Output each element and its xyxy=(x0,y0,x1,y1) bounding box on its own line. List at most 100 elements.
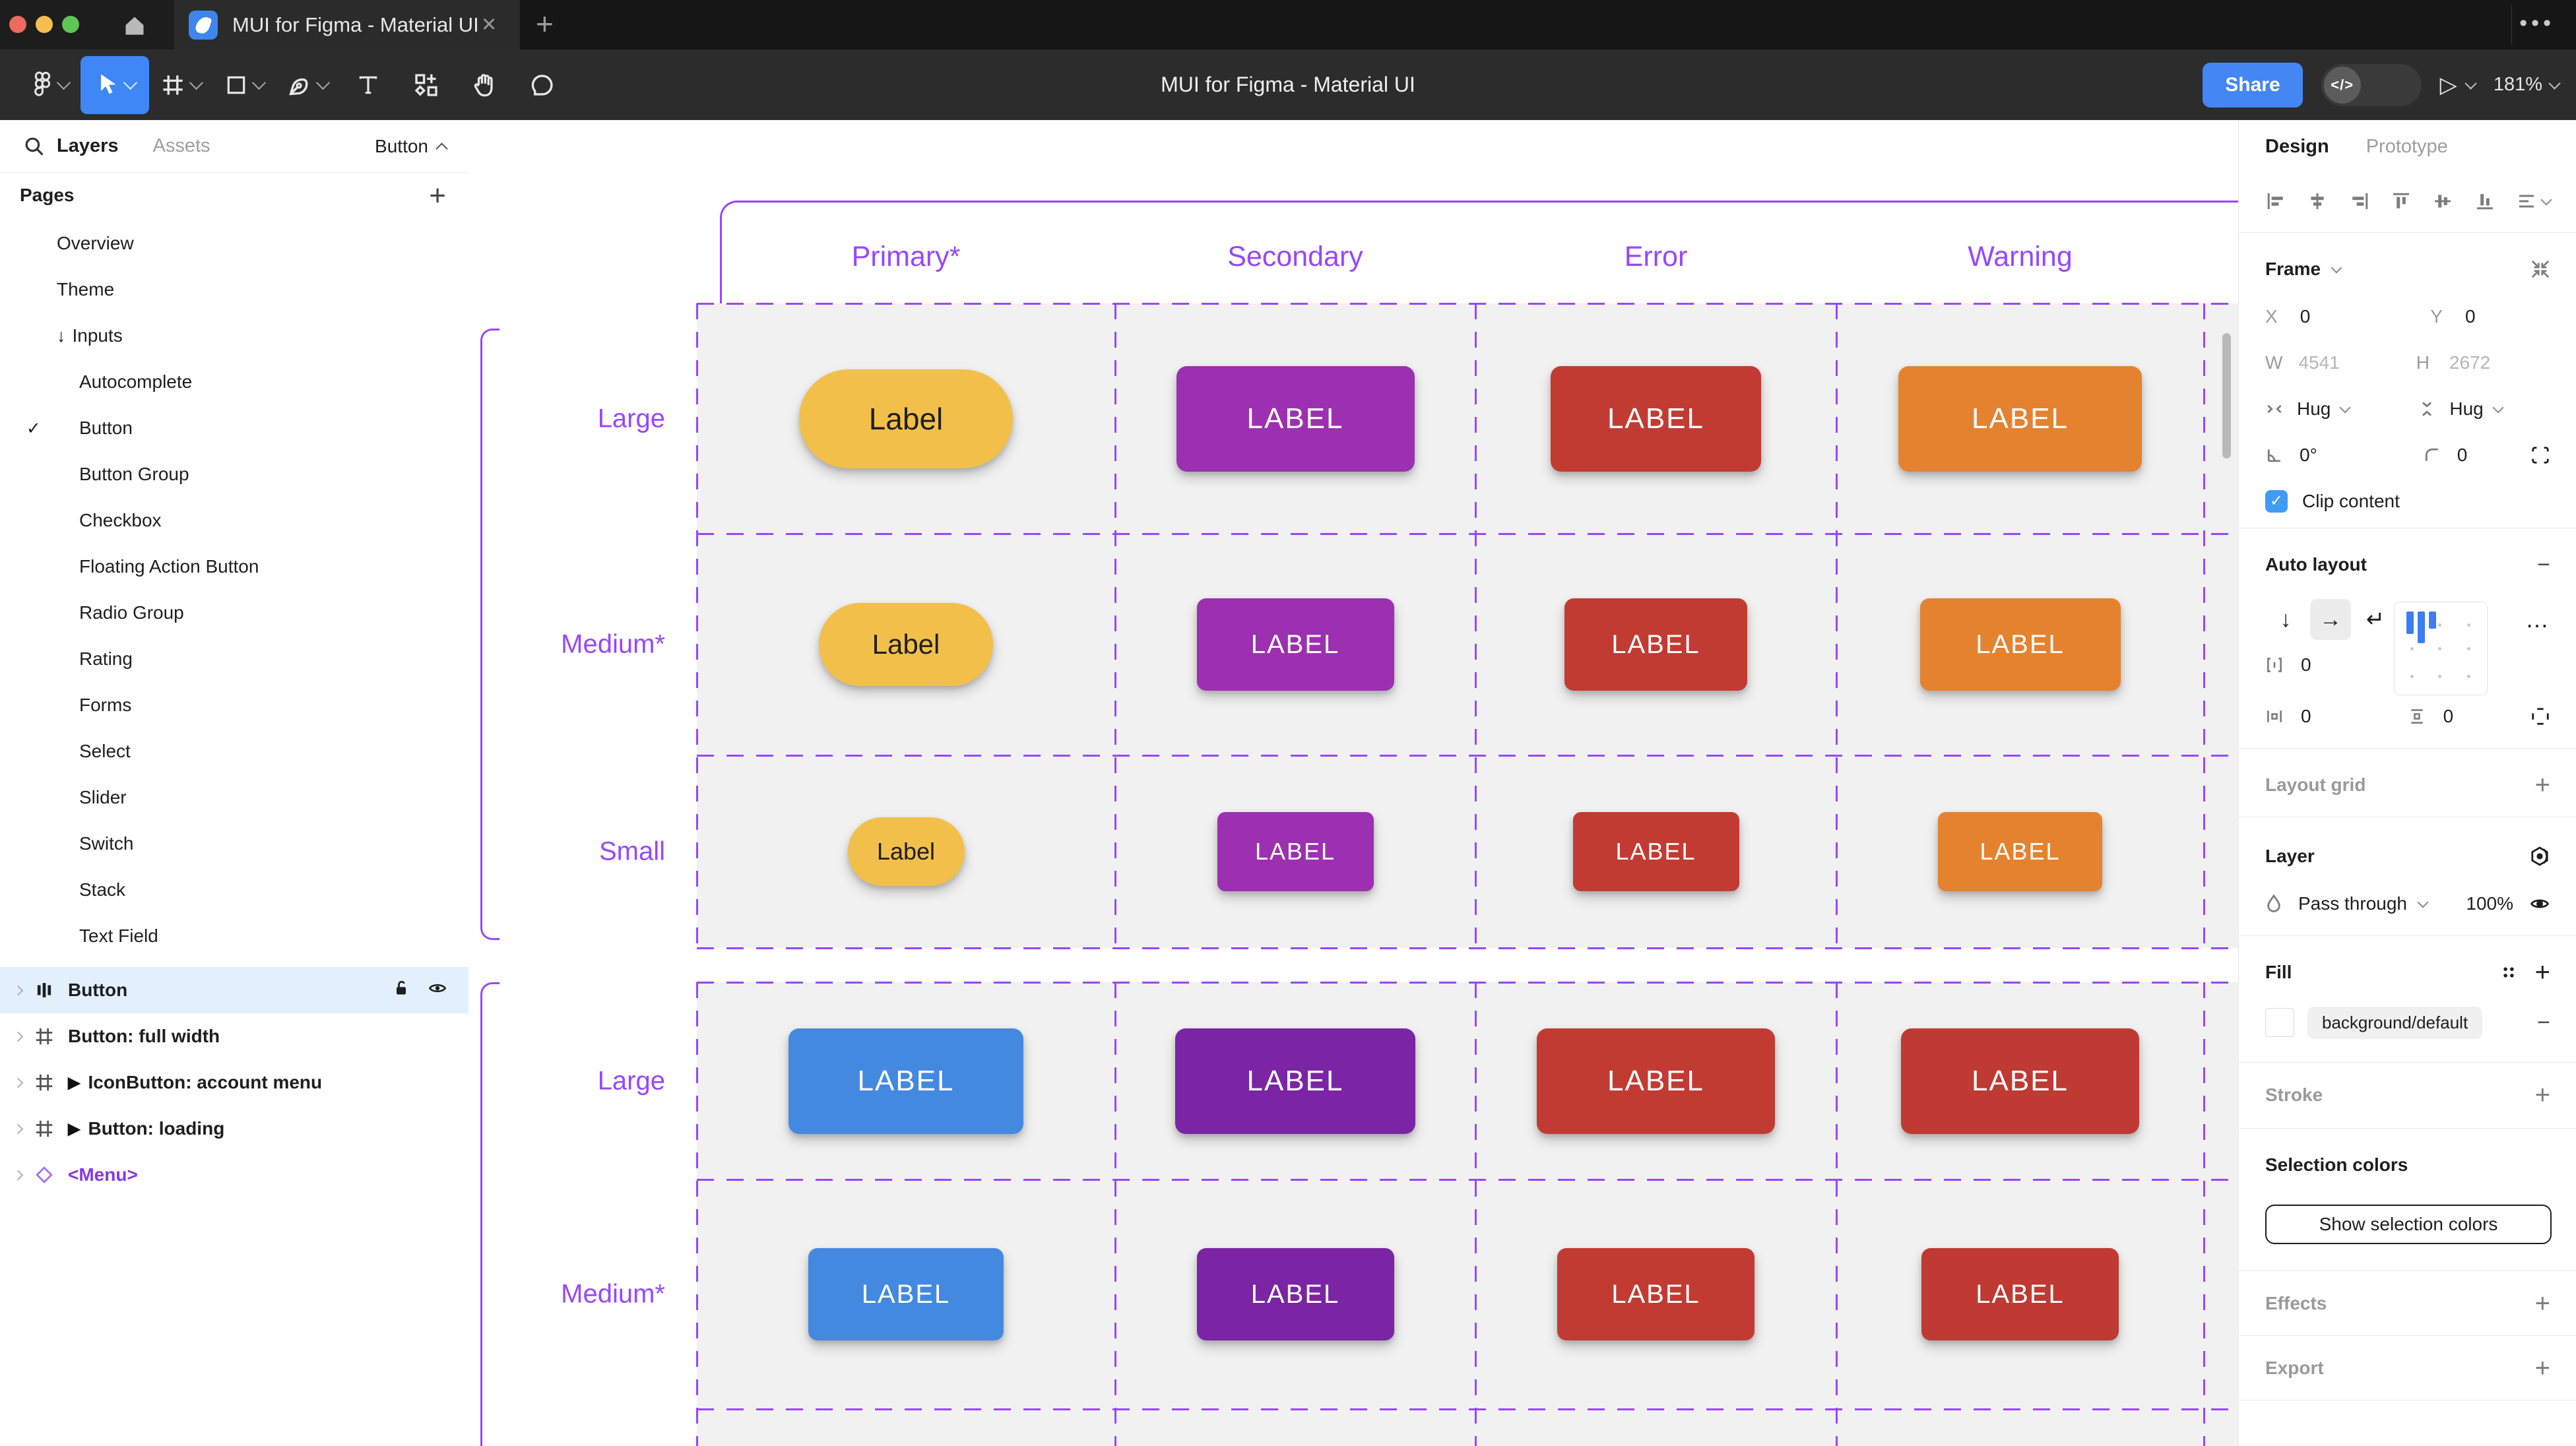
shrink-frame-icon[interactable] xyxy=(2530,259,2550,279)
chevron-right-icon[interactable] xyxy=(13,1031,24,1042)
styles-icon[interactable] xyxy=(2500,964,2517,981)
chevron-right-icon[interactable] xyxy=(13,1123,24,1134)
mui-button-large-secondary[interactable]: LABEL xyxy=(1175,1028,1415,1134)
tab-close-icon[interactable]: × xyxy=(482,11,497,38)
sidebar-page-select[interactable]: Select xyxy=(0,728,468,774)
search-icon[interactable] xyxy=(24,136,45,157)
mui-button-large-warning[interactable]: LABEL xyxy=(1898,365,2142,472)
traffic-light-maximize[interactable] xyxy=(62,16,79,33)
sidebar-page-floating-action-button[interactable]: Floating Action Button xyxy=(0,544,468,590)
h-value[interactable]: 2672 xyxy=(2449,352,2491,373)
present-control[interactable]: ▷ xyxy=(2440,72,2477,98)
mui-button-small-secondary[interactable]: LABEL xyxy=(1217,812,1374,891)
sidebar-page-button[interactable]: ✓ Button xyxy=(0,405,468,451)
layer-row-button-full-width[interactable]: Button: full width xyxy=(0,1013,468,1059)
horizontal-padding-value[interactable]: 0 xyxy=(2301,706,2311,726)
sidebar-page-checkbox[interactable]: Checkbox xyxy=(0,497,468,544)
mui-button-medium-primary[interactable]: Label xyxy=(819,603,993,686)
auto-layout-more-icon[interactable]: … xyxy=(2525,606,2550,633)
add-fill-icon[interactable]: + xyxy=(2534,957,2550,987)
window-more-icon[interactable]: ••• xyxy=(2519,11,2555,36)
sidebar-page-forms[interactable]: Forms xyxy=(0,682,468,728)
page-selector[interactable]: Button xyxy=(375,120,448,172)
sidebar-page-rating[interactable]: Rating xyxy=(0,636,468,682)
mui-button-medium-secondary[interactable]: LABEL xyxy=(1196,598,1394,691)
sidebar-page-theme[interactable]: Theme xyxy=(0,267,468,313)
mui-button-large-warning[interactable]: LABEL xyxy=(1901,1028,2139,1134)
tab-assets[interactable]: Assets xyxy=(152,135,210,156)
add-stroke-icon[interactable]: + xyxy=(2534,1080,2550,1110)
distribute-icon[interactable] xyxy=(2516,191,2552,212)
mui-button-small-primary[interactable]: Label xyxy=(847,817,965,886)
eye-icon[interactable] xyxy=(428,978,447,1003)
mui-button-medium-error[interactable]: LABEL xyxy=(1557,1248,1755,1340)
text-tool[interactable] xyxy=(339,56,397,114)
frame-tool[interactable] xyxy=(149,56,212,114)
tab-layers[interactable]: Layers xyxy=(57,135,119,156)
fill-token-chip[interactable]: background/default xyxy=(2307,1006,2483,1039)
mui-button-small-error[interactable]: LABEL xyxy=(1572,812,1739,891)
new-tab-icon[interactable]: + xyxy=(536,7,554,41)
layer-row-button[interactable]: Button xyxy=(0,967,468,1013)
pen-tool[interactable] xyxy=(276,56,339,114)
comment-tool[interactable] xyxy=(513,56,571,114)
components-tool[interactable] xyxy=(397,56,455,114)
mui-button-small-warning[interactable]: LABEL xyxy=(1938,812,2102,891)
file-tab[interactable]: MUI for Figma - Material UI xyxy=(174,0,520,49)
independent-corners-icon[interactable] xyxy=(2530,445,2550,465)
fill-color-swatch[interactable] xyxy=(2265,1008,2294,1037)
blend-mode-icon[interactable] xyxy=(2529,846,2550,867)
add-effect-icon[interactable]: + xyxy=(2534,1288,2550,1318)
w-value[interactable]: 4541 xyxy=(2298,352,2340,373)
show-selection-colors-button[interactable]: Show selection colors xyxy=(2265,1205,2552,1244)
mui-button-large-primary[interactable]: Label xyxy=(799,369,1013,468)
traffic-light-minimize[interactable] xyxy=(36,16,53,33)
mui-button-large-error[interactable]: LABEL xyxy=(1537,1028,1775,1134)
vertical-padding-value[interactable]: 0 xyxy=(2443,706,2454,726)
shape-tool[interactable] xyxy=(212,56,276,114)
home-icon[interactable] xyxy=(123,14,146,36)
dev-mode-toggle[interactable]: </> xyxy=(2321,63,2422,106)
zoom-control[interactable]: 181% xyxy=(2494,74,2561,96)
layer-row-iconbutton-account-menu[interactable]: ▶ IconButton: account menu xyxy=(0,1059,468,1106)
hand-tool[interactable] xyxy=(455,56,513,114)
chevron-down-icon[interactable] xyxy=(2331,262,2342,274)
layer-row--menu-[interactable]: <Menu> xyxy=(0,1152,468,1198)
eye-icon[interactable] xyxy=(2529,893,2550,914)
sidebar-page-radio-group[interactable]: Radio Group xyxy=(0,590,468,636)
align-right-icon[interactable] xyxy=(2349,191,2370,212)
mui-button-medium-primary[interactable]: LABEL xyxy=(808,1248,1004,1340)
tab-design[interactable]: Design xyxy=(2265,136,2329,157)
mui-button-medium-error[interactable]: LABEL xyxy=(1564,598,1747,691)
tab-prototype[interactable]: Prototype xyxy=(2366,136,2448,157)
chevron-right-icon[interactable] xyxy=(13,1170,24,1180)
mui-button-medium-secondary[interactable]: LABEL xyxy=(1196,1248,1394,1340)
clip-content-checkbox[interactable]: ✓ xyxy=(2265,490,2288,513)
traffic-light-close[interactable] xyxy=(9,16,26,33)
alignment-widget[interactable] xyxy=(2394,602,2488,695)
sidebar-page-slider[interactable]: Slider xyxy=(0,774,468,821)
layout-right-icon[interactable]: → xyxy=(2310,599,2351,640)
radius-value[interactable]: 0 xyxy=(2457,445,2468,465)
align-top-icon[interactable] xyxy=(2391,191,2412,212)
layout-wrap-icon[interactable]: ↵ xyxy=(2366,607,2385,632)
sidebar-page-autocomplete[interactable]: Autocomplete xyxy=(0,359,468,405)
add-layout-grid-icon[interactable]: + xyxy=(2534,770,2550,800)
canvas-scrollbar-thumb[interactable] xyxy=(2222,333,2231,458)
sidebar-page-text-field[interactable]: Text Field xyxy=(0,913,468,959)
add-export-icon[interactable]: + xyxy=(2534,1353,2550,1383)
canvas[interactable]: Primary* Secondary Error Warning Large Label L… xyxy=(468,120,2238,1446)
sidebar-page-switch[interactable]: Switch xyxy=(0,821,468,867)
mui-button-medium-warning[interactable]: LABEL xyxy=(1919,598,2121,691)
chevron-right-icon[interactable] xyxy=(13,1077,24,1088)
hug-v-value[interactable]: Hug xyxy=(2449,398,2484,419)
move-tool[interactable] xyxy=(80,55,149,114)
mui-button-large-error[interactable]: LABEL xyxy=(1551,365,1761,472)
gap-value[interactable]: 0 xyxy=(2301,654,2311,675)
independent-padding-icon[interactable] xyxy=(2530,707,2550,726)
add-page-icon[interactable]: + xyxy=(429,179,446,212)
clip-content-row[interactable]: ✓ Clip content xyxy=(2265,484,2550,519)
blend-mode-value[interactable]: Pass through xyxy=(2298,893,2407,914)
rotation-value[interactable]: 0° xyxy=(2300,445,2317,465)
sidebar-page-overview[interactable]: Overview xyxy=(0,220,468,267)
